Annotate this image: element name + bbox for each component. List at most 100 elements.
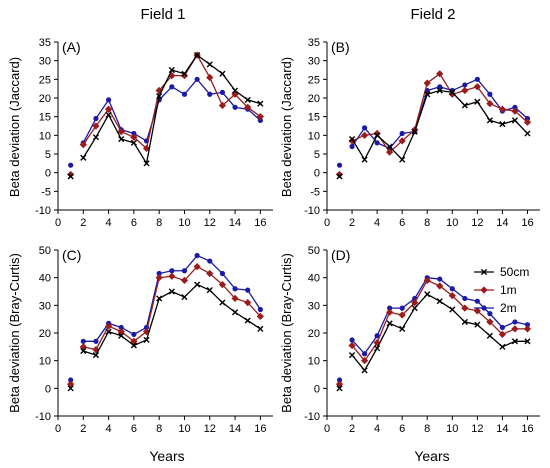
data-point (105, 328, 112, 335)
data-point (92, 352, 100, 359)
panel-b: -10 -5 0 5 10 15 20 25 30 35 0 2 4 6 8 10 12 14 16 Beta dev… (279, 37, 540, 229)
series-1m (67, 51, 264, 179)
x-tick-label: 4 (106, 423, 112, 435)
data-point (473, 307, 481, 315)
x-axis-label-left: Years (149, 448, 184, 464)
data-point (423, 79, 431, 87)
y-tick-label: -5 (41, 186, 51, 198)
data-point (80, 338, 86, 344)
y-tick-label: 0 (314, 383, 320, 395)
data-point (474, 98, 481, 105)
data-point (219, 70, 226, 77)
data-point (181, 91, 188, 97)
data-point (336, 173, 343, 180)
legend-marker (480, 286, 488, 294)
data-point (168, 288, 175, 295)
x-tick-label: 16 (521, 217, 533, 229)
y-tick-label: 10 (308, 356, 320, 368)
legend-label: 50cm (500, 265, 529, 279)
x-tick-label: 6 (131, 217, 137, 229)
data-point (93, 115, 99, 122)
y-tick-label: -10 (304, 205, 320, 217)
x-tick-label: 8 (156, 423, 162, 435)
data-point (206, 269, 214, 278)
data-point (257, 100, 264, 107)
data-point (437, 276, 443, 282)
data-point (424, 291, 431, 298)
data-point (524, 130, 531, 137)
data-point (449, 89, 456, 96)
data-point (104, 322, 113, 330)
data-point (348, 135, 356, 143)
x-tick-label: 12 (204, 423, 216, 435)
data-point (231, 294, 239, 303)
data-point (143, 336, 150, 344)
series-2m (68, 76, 263, 168)
x-tick-label: 10 (178, 423, 190, 435)
y-axis-label: Beta deviation (Jaccard) (7, 57, 22, 197)
y-tick-label: 0 (45, 383, 51, 395)
data-point (498, 330, 507, 339)
data-point (244, 298, 252, 307)
x-tick-label: 6 (131, 423, 137, 435)
data-point (244, 96, 251, 103)
data-point (336, 385, 343, 392)
data-point (348, 341, 356, 350)
data-point (486, 117, 493, 124)
data-point (473, 83, 481, 91)
data-point (130, 342, 137, 349)
data-point (360, 357, 369, 365)
panel-label: (C) (62, 247, 81, 263)
data-point (474, 321, 481, 328)
data-point (93, 338, 99, 344)
y-axis-label: Beta deviation (Bray-Curtis) (279, 253, 294, 413)
data-point (92, 134, 100, 141)
data-point (131, 130, 137, 137)
data-point (194, 252, 200, 259)
data-point (511, 338, 519, 345)
y-tick-label: 40 (39, 273, 51, 285)
data-point (499, 121, 506, 128)
y-tick-label: 5 (314, 149, 320, 161)
data-point (156, 93, 163, 100)
x-tick-label: 0 (55, 217, 61, 229)
x-tick-label: 0 (55, 423, 61, 435)
y-tick-label: 15 (308, 112, 320, 124)
data-point (118, 324, 124, 331)
data-point (105, 97, 112, 103)
y-tick-label: 20 (308, 93, 320, 105)
data-point (511, 325, 519, 333)
data-point (92, 122, 100, 130)
data-point (206, 61, 213, 68)
data-point (461, 86, 469, 95)
legend-item-50cm: 50cm (474, 265, 529, 279)
data-point (193, 262, 201, 271)
data-point (181, 268, 188, 274)
data-point (219, 270, 226, 277)
y-tick-label: -10 (304, 411, 320, 423)
data-point (105, 111, 112, 118)
data-point (411, 298, 419, 307)
data-point (169, 84, 175, 90)
data-point (169, 268, 175, 274)
data-point (398, 311, 406, 319)
data-point (374, 140, 380, 146)
x-tick-label: 4 (106, 217, 112, 229)
data-point (180, 71, 189, 80)
data-point (437, 84, 443, 90)
data-point (232, 104, 238, 110)
data-point (257, 325, 264, 332)
data-point (462, 82, 468, 88)
y-tick-label: 10 (308, 130, 320, 142)
data-point (155, 274, 163, 282)
data-point (499, 343, 506, 350)
y-tick-label: 10 (39, 130, 51, 142)
data-point (486, 332, 493, 339)
x-tick-label: 10 (446, 423, 458, 435)
data-point (245, 287, 251, 293)
x-tick-label: 6 (399, 217, 405, 229)
data-point (524, 322, 531, 328)
data-point (448, 90, 456, 98)
data-point (424, 91, 431, 98)
